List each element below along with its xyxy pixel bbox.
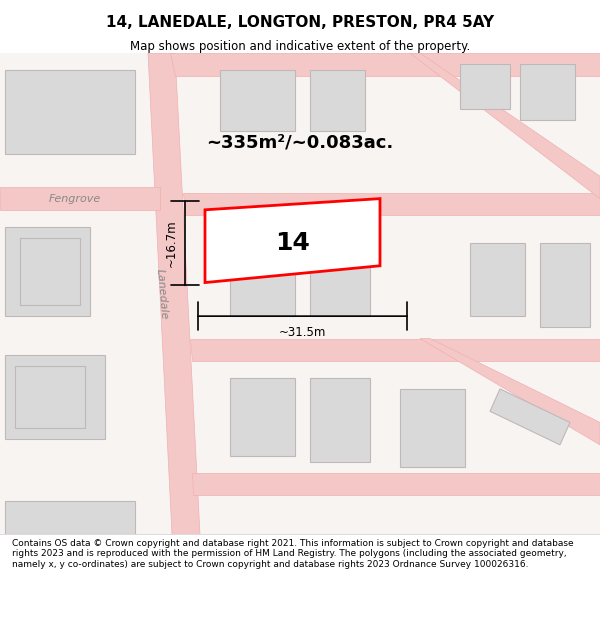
Polygon shape (170, 53, 600, 76)
Polygon shape (192, 473, 600, 495)
Bar (520, 64, 575, 120)
Text: Map shows position and indicative extent of the property.: Map shows position and indicative extent… (130, 40, 470, 53)
Bar (400, 389, 465, 468)
Text: ~16.7m: ~16.7m (164, 219, 178, 268)
Bar (540, 243, 590, 328)
Text: 14, LANEDALE, LONGTON, PRESTON, PR4 5AY: 14, LANEDALE, LONGTON, PRESTON, PR4 5AY (106, 15, 494, 30)
Polygon shape (410, 53, 600, 199)
Bar (15, 366, 85, 428)
Bar (20, 238, 80, 305)
Bar (5, 501, 135, 534)
Bar (310, 232, 370, 316)
Bar (5, 355, 105, 439)
Bar (470, 243, 525, 316)
Bar (310, 70, 365, 131)
Bar (220, 70, 295, 131)
Polygon shape (0, 188, 160, 210)
Bar (5, 70, 135, 154)
Text: Contains OS data © Crown copyright and database right 2021. This information is : Contains OS data © Crown copyright and d… (12, 539, 574, 569)
Text: 14: 14 (275, 231, 310, 256)
Polygon shape (205, 199, 380, 282)
Bar (230, 378, 295, 456)
Bar (5, 227, 90, 316)
Polygon shape (490, 389, 570, 445)
Text: Lanedale: Lanedale (155, 268, 169, 319)
Polygon shape (190, 339, 600, 361)
Text: ~335m²/~0.083ac.: ~335m²/~0.083ac. (206, 134, 394, 152)
Text: ~31.5m: ~31.5m (279, 326, 326, 339)
Polygon shape (148, 53, 200, 534)
Bar (310, 378, 370, 462)
Polygon shape (420, 339, 600, 445)
Text: Fengrove: Fengrove (49, 194, 101, 204)
Bar (230, 232, 295, 316)
Bar (460, 64, 510, 109)
Polygon shape (183, 193, 600, 216)
